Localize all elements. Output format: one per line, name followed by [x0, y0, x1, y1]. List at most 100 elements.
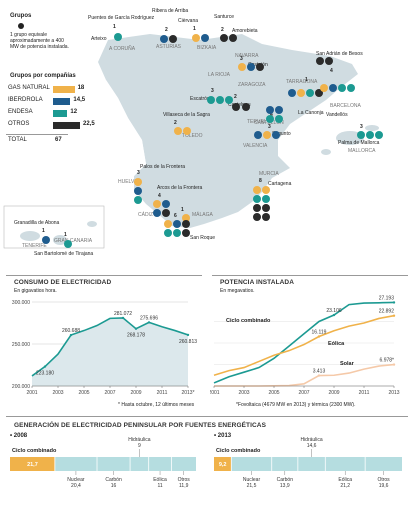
gen-segment-name: Eólica — [153, 477, 167, 483]
group-dot — [182, 229, 190, 237]
group-dot — [262, 213, 270, 221]
consumo-data-label: 223.180 — [36, 371, 54, 377]
group-count: 3 — [211, 88, 214, 94]
site-label: San Adrián de Besos — [316, 51, 363, 57]
gen-segment — [171, 457, 196, 471]
company-bar — [53, 110, 68, 117]
portugal-shape — [104, 80, 146, 176]
gen-segment — [231, 457, 272, 471]
group-dot — [347, 84, 355, 92]
province-label: TARRAGONA — [286, 79, 318, 85]
group-dot — [153, 200, 161, 208]
company-bar — [53, 86, 75, 93]
consumo-point — [134, 327, 138, 330]
group-count: 3 — [360, 124, 363, 130]
group-dot — [183, 127, 191, 135]
series-point — [392, 301, 396, 304]
site-label: San Bartolomé de Tirajana — [34, 251, 94, 257]
group-dot — [134, 187, 142, 195]
province-label: TOLEDO — [182, 133, 203, 139]
series-data-label: 3.413 — [313, 369, 326, 375]
spain-map — [3, 34, 379, 249]
group-dot — [357, 131, 365, 139]
site-label: Palma de Mallorca — [338, 140, 380, 146]
x-tick-label: 2001 — [26, 390, 37, 396]
site-label: Villaseca de la Sagra — [163, 112, 210, 118]
group-dot — [366, 131, 374, 139]
group-count: 3 — [137, 170, 140, 176]
series-data-label: 16.119 — [312, 329, 327, 335]
province-label: BARCELONA — [330, 103, 361, 109]
gen-segment-value: 11,9 — [179, 483, 189, 489]
y-tick-label: 300.000 — [12, 300, 30, 306]
gen-segment-value: 21,2 — [340, 483, 350, 489]
group-dot — [262, 204, 270, 212]
legend-title: Grupos — [10, 13, 32, 19]
x-tick-label: 2001 — [210, 390, 220, 396]
group-dot — [297, 89, 305, 97]
gen-segment-name: Ciclo combinado — [12, 448, 57, 454]
group-dot — [242, 103, 250, 111]
x-tick-label: 2003 — [52, 390, 63, 396]
legend-dot — [18, 23, 24, 29]
site-label: Vandellós — [326, 112, 348, 118]
potencia-divider — [212, 275, 408, 276]
province-label: NAVARRA — [235, 53, 259, 59]
province-label: MALLORCA — [348, 148, 376, 154]
group-count: 2 — [174, 120, 177, 126]
tenerife-shape — [20, 231, 40, 241]
consumo-divider — [6, 275, 202, 276]
gen-segment-name: Carbón — [277, 477, 294, 483]
x-tick-label: 2005 — [268, 390, 279, 396]
gen-segment — [130, 457, 149, 471]
consumo-note: * Hasta octubre, 12 últimos meses — [118, 402, 195, 408]
gen-segment-name: Nuclear — [67, 477, 85, 483]
group-dot — [182, 220, 190, 228]
province-label: LA RIOJA — [208, 72, 230, 78]
group-count: 8 — [259, 178, 262, 184]
consumo-line — [31, 317, 189, 377]
group-dot — [182, 214, 190, 222]
gen-segment-value: 21,7 — [27, 462, 38, 468]
series-point — [317, 374, 321, 377]
group-dot — [134, 178, 142, 186]
group-dot — [160, 35, 168, 43]
site-label: Escatrón — [190, 96, 210, 102]
group-dot — [164, 229, 172, 237]
group-count: 2 — [234, 94, 237, 100]
group-count: 1 — [113, 24, 116, 30]
consumo-data-label: 260.688 — [62, 328, 80, 334]
group-dot — [169, 35, 177, 43]
province-label: A CORUÑA — [109, 46, 136, 52]
series-point — [332, 313, 336, 317]
company-value: 14,5 — [73, 97, 86, 103]
group-dot — [220, 34, 228, 42]
gen-segment — [214, 457, 232, 471]
gen-segment — [325, 457, 366, 471]
province-label: VALENCIA — [243, 143, 268, 149]
potencia-title: POTENCIA INSTALADA — [220, 279, 295, 286]
gen-segment-name: Ciclo combinado — [216, 448, 261, 454]
group-count: 1 — [305, 77, 308, 83]
x-tick-label: 2003 — [238, 390, 249, 396]
group-dot — [275, 106, 283, 114]
consumo-point — [43, 365, 47, 368]
group-dot — [216, 96, 224, 104]
gen-segment-value: 9,2 — [219, 462, 227, 468]
group-dot — [114, 33, 122, 41]
x-tick-label: 2013* — [181, 390, 194, 396]
group-dot — [320, 84, 328, 92]
group-dot — [174, 127, 182, 135]
group-dot — [229, 34, 237, 42]
site-label: Cartagena — [268, 181, 292, 187]
group-dot — [253, 186, 261, 194]
consumo-area — [32, 317, 188, 386]
gen-segment-name: Otros — [178, 477, 191, 483]
group-dot — [42, 236, 50, 244]
group-dot — [232, 103, 240, 111]
gen-segment-name: Carbón — [105, 477, 122, 483]
province-label: TERUEL — [247, 119, 267, 125]
company-bar — [53, 98, 71, 105]
province-label: ASTURIAS — [156, 44, 182, 50]
